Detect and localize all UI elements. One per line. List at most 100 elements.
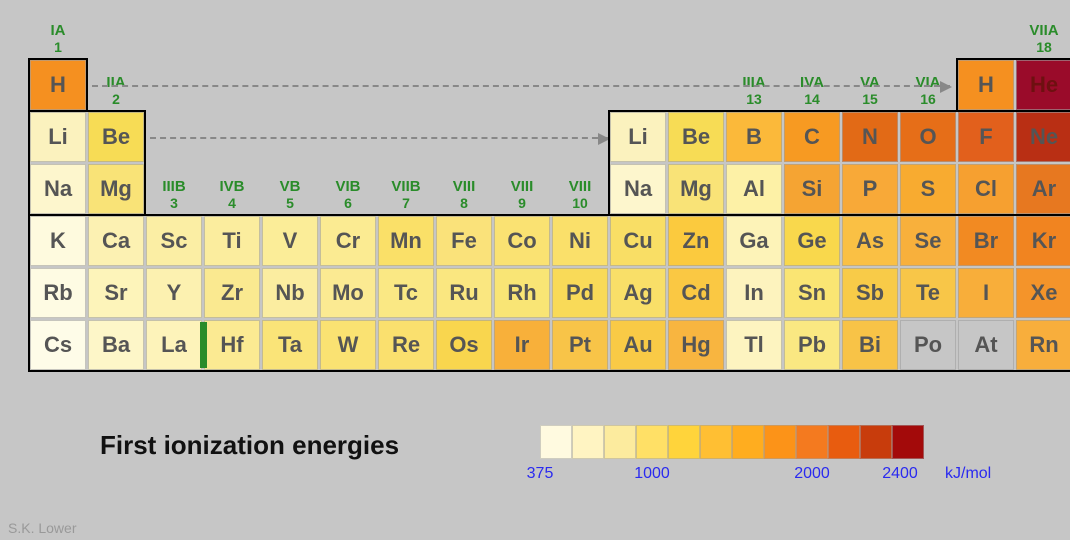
legend-swatch: [828, 425, 860, 459]
element-cell-as: As: [842, 216, 898, 266]
element-cell-la: La: [146, 320, 202, 370]
element-cell-si: Si: [784, 164, 840, 214]
element-cell-fe: Fe: [436, 216, 492, 266]
element-cell-cd: Cd: [668, 268, 724, 318]
element-cell-n: N: [842, 112, 898, 162]
group-label-18: VIIA18: [1016, 22, 1070, 55]
element-cell-ti: Ti: [204, 216, 260, 266]
element-cell-se: Se: [900, 216, 956, 266]
legend-swatch: [604, 425, 636, 459]
element-cell-be: Be: [88, 112, 144, 162]
element-cell-kr: Kr: [1016, 216, 1070, 266]
element-cell-cs: Cs: [30, 320, 86, 370]
element-cell-rb: Rb: [30, 268, 86, 318]
group-label-2: IIA2: [88, 74, 144, 107]
element-cell-be: Be: [668, 112, 724, 162]
element-cell-rh: Rh: [494, 268, 550, 318]
element-cell-zn: Zn: [668, 216, 724, 266]
group-label-7: VIIB7: [378, 178, 434, 211]
legend-swatch: [796, 425, 828, 459]
group-label-15: VA15: [842, 74, 898, 107]
element-cell-c: C: [784, 112, 840, 162]
element-cell-po: Po: [900, 320, 956, 370]
attribution: S.K. Lower: [8, 520, 76, 536]
element-cell-cu: Cu: [610, 216, 666, 266]
element-cell-pt: Pt: [552, 320, 608, 370]
legend-unit: kJ/mol: [945, 465, 991, 483]
legend-tick: 2000: [794, 465, 830, 483]
element-cell-sr: Sr: [88, 268, 144, 318]
element-cell-re: Re: [378, 320, 434, 370]
element-cell-h: H: [958, 60, 1014, 110]
element-cell-ca: Ca: [88, 216, 144, 266]
legend-swatch: [572, 425, 604, 459]
element-cell-au: Au: [610, 320, 666, 370]
group-label-10: VIII10: [552, 178, 608, 211]
element-cell-nb: Nb: [262, 268, 318, 318]
element-cell-ir: Ir: [494, 320, 550, 370]
element-cell-sb: Sb: [842, 268, 898, 318]
legend-tick: 1000: [634, 465, 670, 483]
element-cell-pd: Pd: [552, 268, 608, 318]
element-cell-k: K: [30, 216, 86, 266]
element-cell-mg: Mg: [88, 164, 144, 214]
element-cell-tl: Tl: [726, 320, 782, 370]
legend-swatch: [860, 425, 892, 459]
element-cell-ar: Ar: [1016, 164, 1070, 214]
element-cell-ge: Ge: [784, 216, 840, 266]
legend-swatch: [764, 425, 796, 459]
lanthanide-marker: [200, 322, 207, 368]
element-cell-sc: Sc: [146, 216, 202, 266]
element-cell-na: Na: [30, 164, 86, 214]
group-label-6: VIB6: [320, 178, 376, 211]
element-cell-sn: Sn: [784, 268, 840, 318]
element-cell-li: Li: [610, 112, 666, 162]
element-cell-i: I: [958, 268, 1014, 318]
legend-tick: 375: [527, 465, 554, 483]
element-cell-os: Os: [436, 320, 492, 370]
element-cell-v: V: [262, 216, 318, 266]
element-cell-hg: Hg: [668, 320, 724, 370]
element-cell-ba: Ba: [88, 320, 144, 370]
element-cell-cl: Cl: [958, 164, 1014, 214]
element-cell-xe: Xe: [1016, 268, 1070, 318]
trend-arrow-1: [150, 137, 608, 139]
element-cell-f: F: [958, 112, 1014, 162]
legend-swatch: [636, 425, 668, 459]
element-cell-mn: Mn: [378, 216, 434, 266]
element-cell-o: O: [900, 112, 956, 162]
element-cell-ne: Ne: [1016, 112, 1070, 162]
legend-tick: 2400: [882, 465, 918, 483]
element-cell-br: Br: [958, 216, 1014, 266]
group-label-9: VIII9: [494, 178, 550, 211]
legend-swatch: [540, 425, 572, 459]
legend-swatch: [700, 425, 732, 459]
element-cell-ag: Ag: [610, 268, 666, 318]
group-label-8: VIII8: [436, 178, 492, 211]
element-cell-at: At: [958, 320, 1014, 370]
element-cell-tc: Tc: [378, 268, 434, 318]
element-cell-he: He: [1016, 60, 1070, 110]
trend-arrow-0: [92, 85, 950, 87]
element-cell-w: W: [320, 320, 376, 370]
legend-swatch: [892, 425, 924, 459]
group-label-1: IA1: [30, 22, 86, 55]
element-cell-pb: Pb: [784, 320, 840, 370]
element-cell-al: Al: [726, 164, 782, 214]
element-cell-mo: Mo: [320, 268, 376, 318]
element-cell-na: Na: [610, 164, 666, 214]
element-cell-ga: Ga: [726, 216, 782, 266]
element-cell-hf: Hf: [204, 320, 260, 370]
element-cell-co: Co: [494, 216, 550, 266]
element-cell-ni: Ni: [552, 216, 608, 266]
element-cell-te: Te: [900, 268, 956, 318]
element-cell-bi: Bi: [842, 320, 898, 370]
element-cell-li: Li: [30, 112, 86, 162]
element-cell-b: B: [726, 112, 782, 162]
figure-title: First ionization energies: [100, 430, 399, 461]
element-cell-ta: Ta: [262, 320, 318, 370]
element-cell-s: S: [900, 164, 956, 214]
legend-swatch: [732, 425, 764, 459]
element-cell-y: Y: [146, 268, 202, 318]
group-label-3: IIIB3: [146, 178, 202, 211]
